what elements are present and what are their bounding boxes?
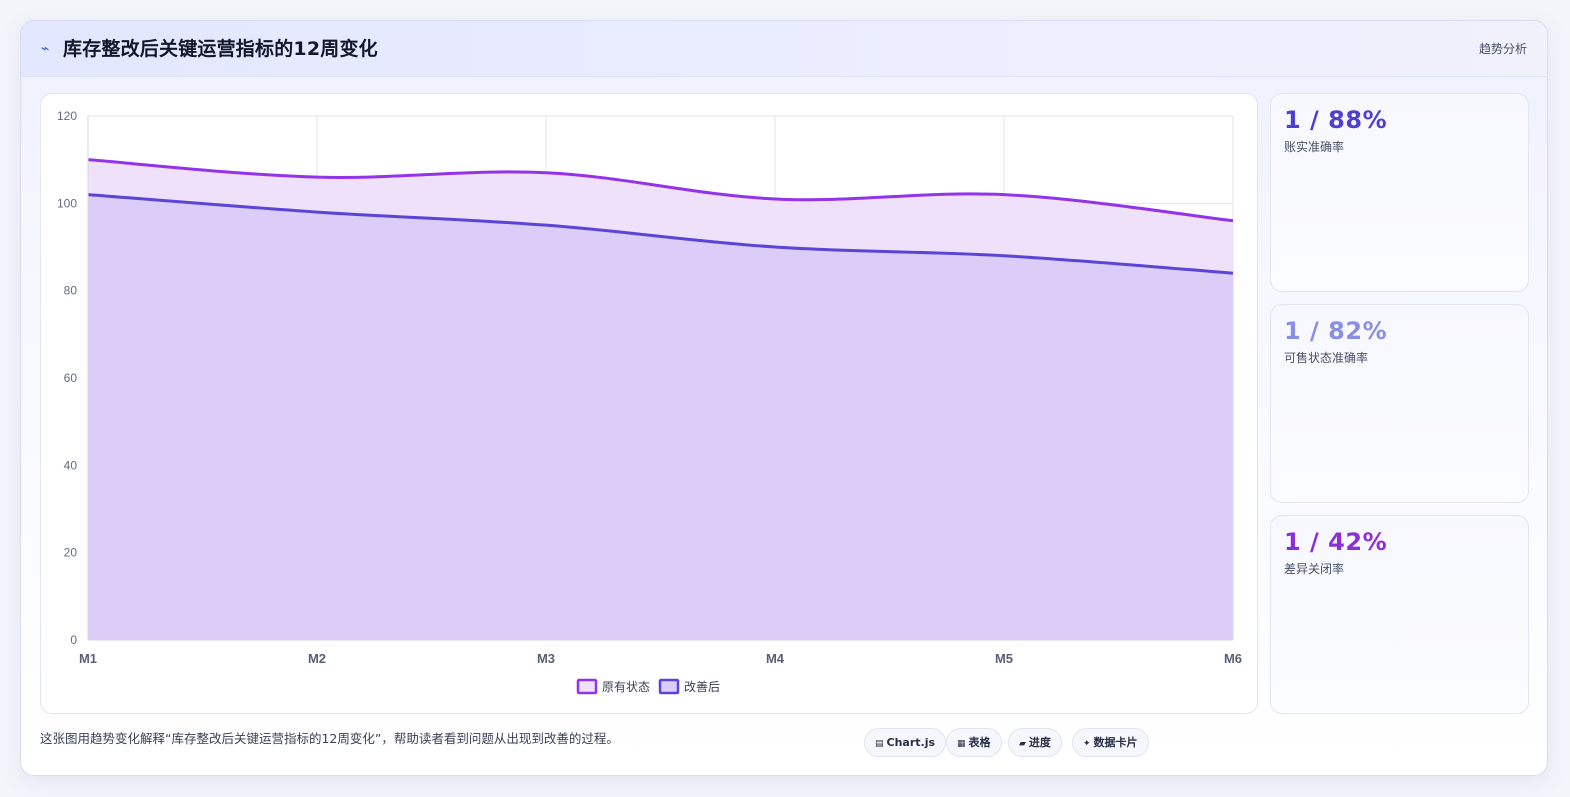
y-tick-label: 80 <box>64 284 78 298</box>
series-line-2 <box>87 193 1234 275</box>
chip-label: 进度 <box>1028 736 1051 749</box>
page-title: 库存整改后关键运营指标的12周变化 <box>63 38 378 60</box>
x-tick-label: M5 <box>995 651 1013 666</box>
metric-card-variance-close-rate: 1 / 42% 差异关闭率 <box>1270 515 1529 714</box>
chip-chartjs[interactable]: ▤ Chart.js <box>864 728 947 757</box>
x-tick-label: M4 <box>766 651 785 666</box>
card-header: ⌁ 库存整改后关键运营指标的12周变化 趋势分析 <box>21 21 1547 77</box>
x-tick-label: M1 <box>79 651 97 666</box>
progress-icon: ▰ <box>1019 739 1026 749</box>
y-tick-label: 100 <box>57 196 77 210</box>
x-tick-label: M2 <box>308 651 326 666</box>
x-tick-label: M6 <box>1224 651 1242 666</box>
y-tick-label: 40 <box>64 458 78 472</box>
series-line-1 <box>87 158 1234 223</box>
metric-card-sellable-accuracy: 1 / 82% 可售状态准确率 <box>1270 304 1529 503</box>
area-chart: 0 20 40 60 80 100 120 M1 M2 M3 M4 M5 M6 原有状态 改善后 <box>57 109 1242 695</box>
y-tick-label: 0 <box>70 633 77 647</box>
metric-card-inventory-accuracy: 1 / 88% 账实准确率 <box>1270 93 1529 292</box>
sparkle-icon: ✦ <box>1083 739 1091 749</box>
metric-value: 1 / 88% <box>1284 106 1388 134</box>
legend-label-1: 原有状态 <box>602 680 650 694</box>
metric-label: 可售状态准确率 <box>1284 351 1369 365</box>
x-tick-label: M3 <box>537 651 555 666</box>
y-tick-label: 60 <box>64 371 78 385</box>
chart-icon: ▤ <box>875 739 884 749</box>
metric-value: 1 / 82% <box>1284 317 1388 345</box>
legend-swatch-1 <box>576 678 598 695</box>
chip-label: 数据卡片 <box>1093 736 1138 749</box>
metric-label: 账实准确率 <box>1284 140 1345 154</box>
chip-table[interactable]: ▦ 表格 <box>946 728 1002 757</box>
analysis-tag: 趋势分析 <box>1478 42 1527 56</box>
metric-value: 1 / 42% <box>1284 528 1388 556</box>
trend-icon: ⌁ <box>41 41 50 57</box>
chip-data-card[interactable]: ✦ 数据卡片 <box>1072 728 1149 757</box>
chip-progress[interactable]: ▰ 进度 <box>1008 728 1062 757</box>
area-fill-series-2 <box>88 194 1233 640</box>
chart-panel: 0 20 40 60 80 100 120 M1 M2 M3 M4 M5 M6 原有状态 改善后 <box>40 93 1258 714</box>
chart-card: ⌁ 库存整改后关键运营指标的12周变化 趋势分析 0 20 40 60 80 100 120… <box>20 20 1548 776</box>
table-icon: ▦ <box>957 739 966 749</box>
chip-label: 表格 <box>968 736 991 749</box>
chart-description: 这张图用趋势变化解释“库存整改后关键运营指标的12周变化”，帮助读者看到问题从出… <box>40 731 619 746</box>
chip-label: Chart.js <box>886 736 936 749</box>
y-tick-label: 20 <box>64 546 78 560</box>
legend-label-2: 改善后 <box>684 679 720 694</box>
legend-swatch-2 <box>658 678 680 695</box>
metric-label: 差异关闭率 <box>1284 562 1345 576</box>
y-tick-label: 120 <box>57 109 77 123</box>
